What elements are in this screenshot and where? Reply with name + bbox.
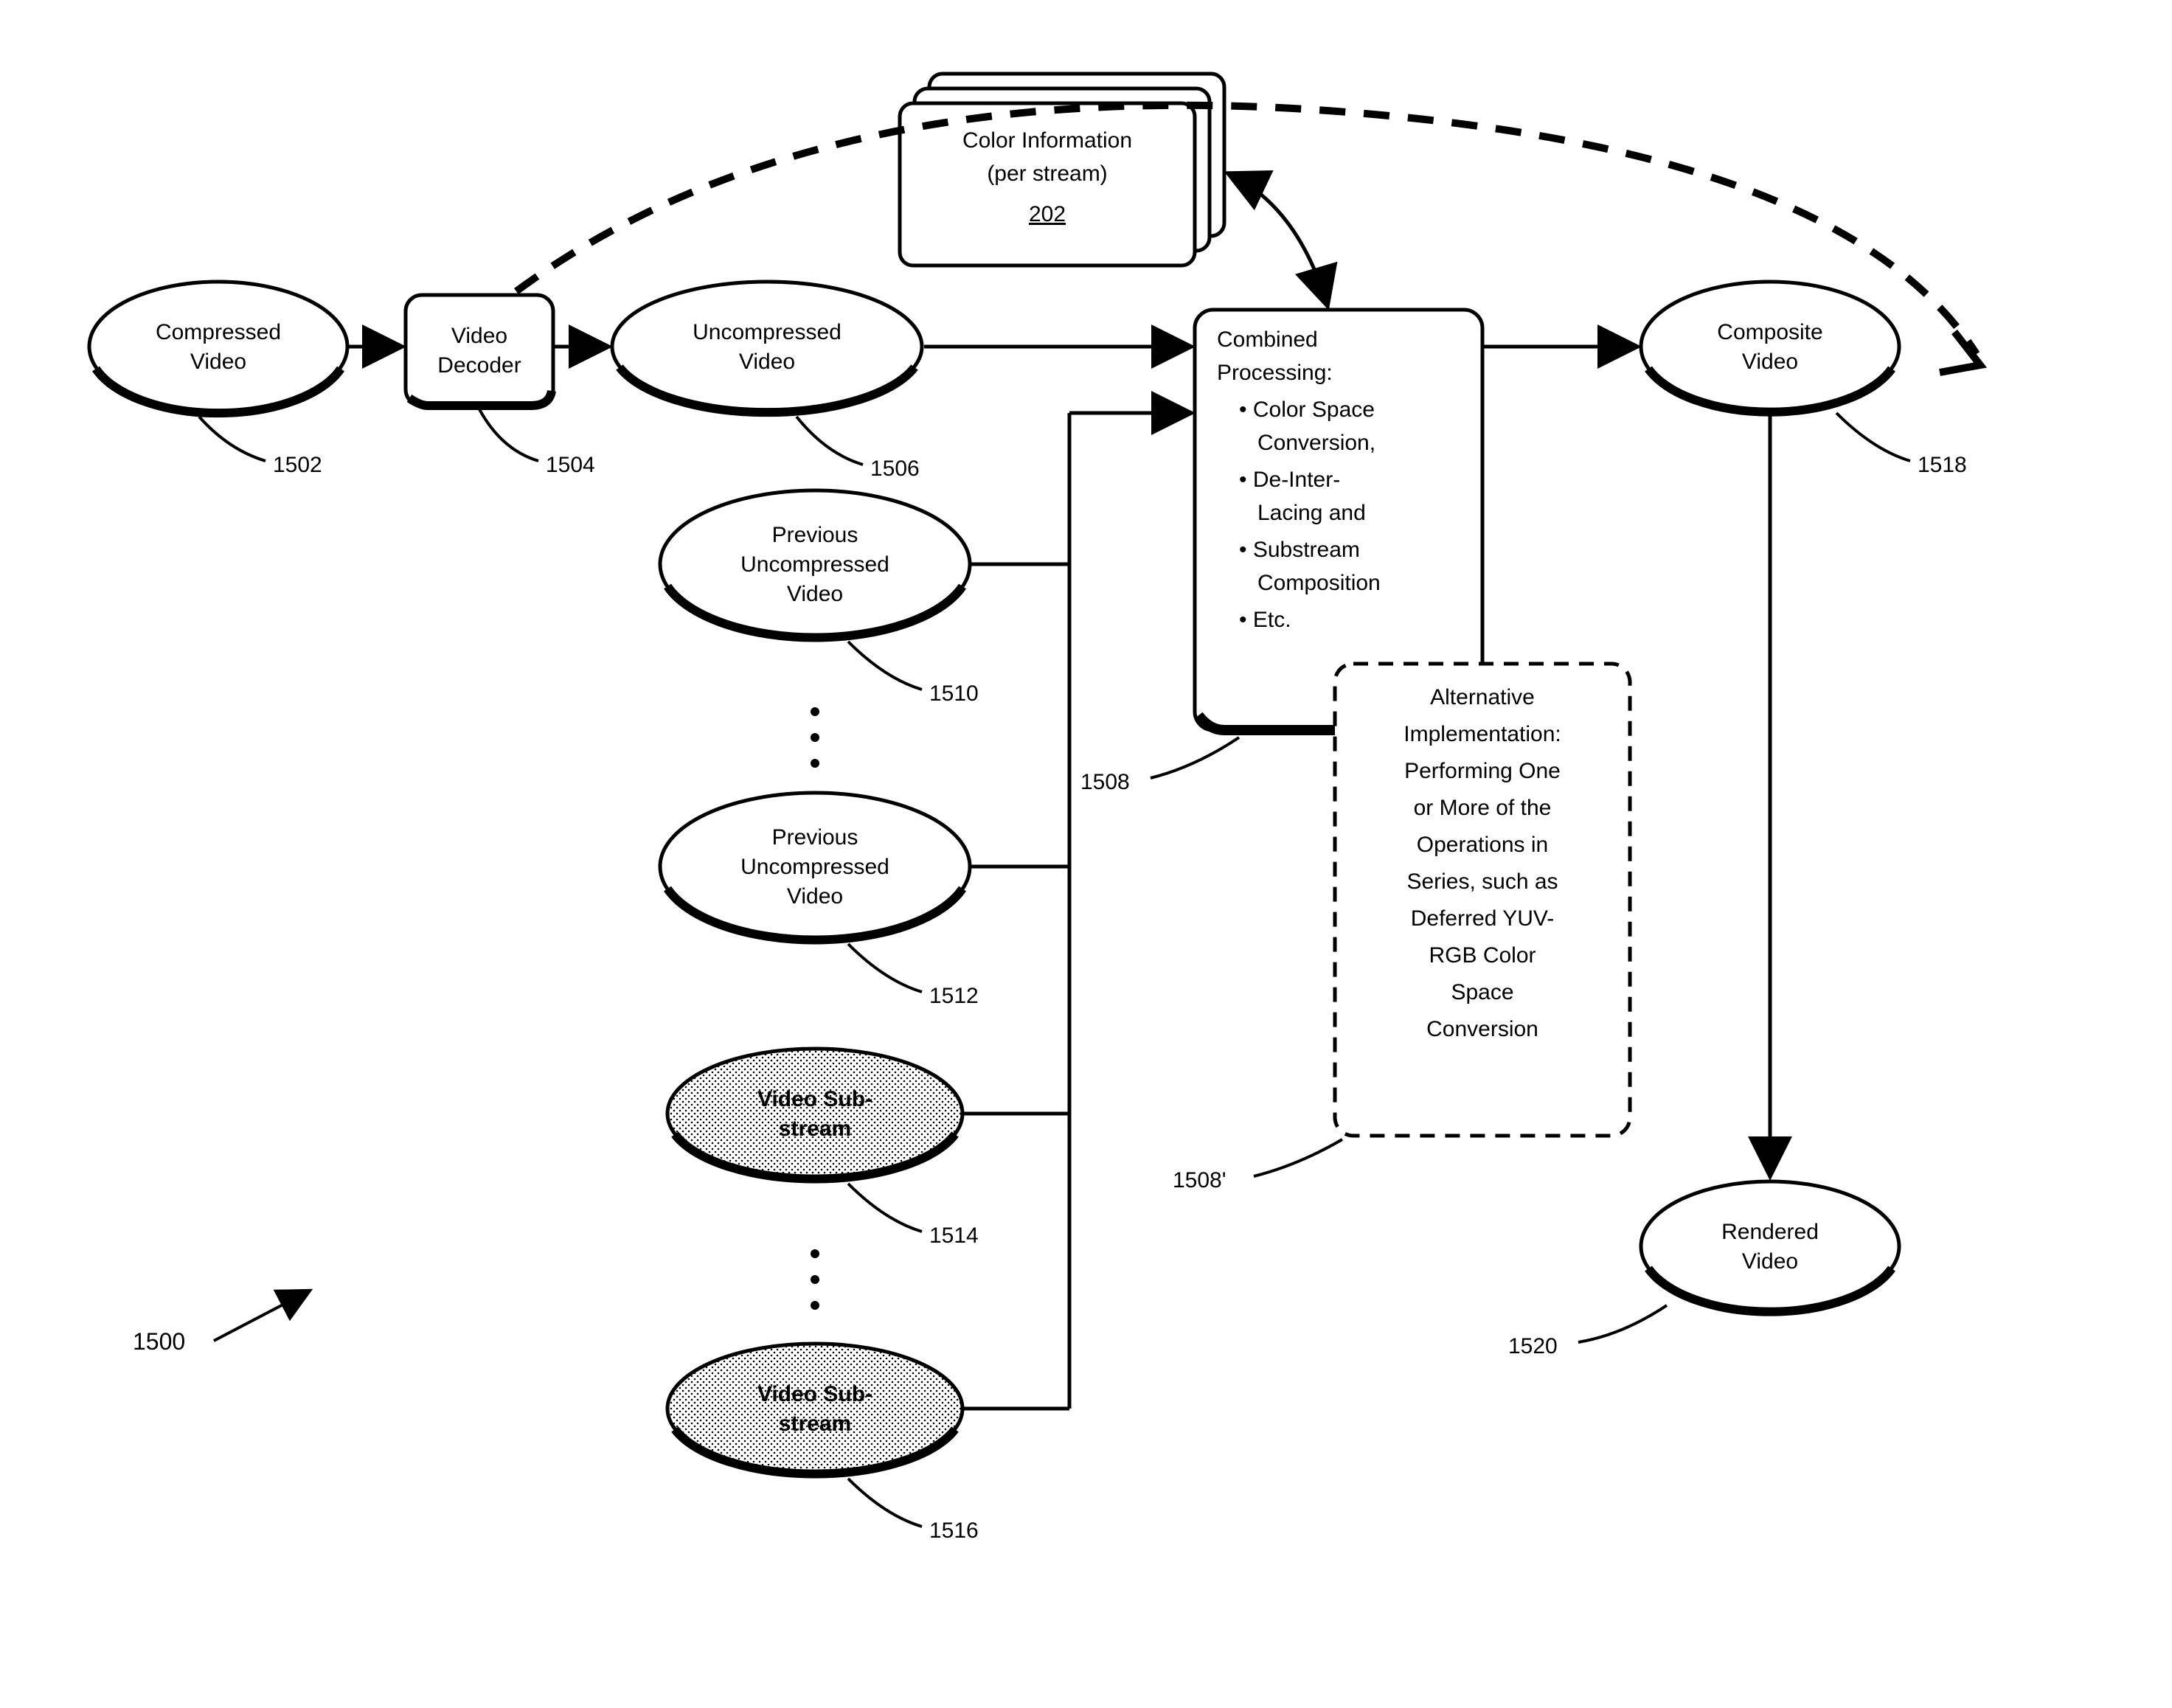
leader-1516: [848, 1479, 922, 1527]
svg-text:Uncompressed: Uncompressed: [740, 855, 889, 879]
ref-1510: 1510: [929, 681, 979, 706]
dashed-arc-arrowhead: [1940, 332, 1980, 372]
ref-1520: 1520: [1508, 1334, 1558, 1358]
svg-text:Compressed: Compressed: [156, 320, 281, 344]
ref-1518: 1518: [1918, 453, 1967, 477]
leader-1512: [848, 944, 922, 992]
svg-text:Previous: Previous: [772, 825, 858, 850]
svg-text:Decoder: Decoder: [437, 353, 521, 378]
svg-text:Video Sub-: Video Sub-: [757, 1087, 872, 1111]
svg-text:Video: Video: [787, 582, 843, 606]
svg-text:Video: Video: [1742, 1249, 1798, 1274]
svg-text:Series, such as: Series, such as: [1406, 869, 1558, 894]
svg-text:• De-Inter-: • De-Inter-: [1239, 468, 1340, 492]
svg-text:Operations in: Operations in: [1417, 833, 1548, 857]
svg-text:Video: Video: [1742, 350, 1798, 374]
ref-1508: 1508: [1080, 770, 1130, 794]
leader-1518: [1836, 413, 1910, 461]
svg-text:Space: Space: [1451, 980, 1513, 1004]
color-info-line1: Color Information: [962, 128, 1132, 153]
svg-text:Processing:: Processing:: [1217, 361, 1333, 385]
svg-text:Implementation:: Implementation:: [1404, 722, 1561, 746]
svg-text:stream: stream: [779, 1412, 851, 1436]
svg-text:Video: Video: [739, 350, 795, 374]
edge-colorinfo-combined: [1228, 173, 1328, 306]
video-decoder-node: Video Decoder: [406, 295, 553, 406]
svg-text:Performing One: Performing One: [1404, 759, 1561, 783]
leader-1504: [479, 409, 538, 461]
leader-1514: [848, 1184, 922, 1232]
svg-text:Video: Video: [190, 350, 246, 374]
svg-text:Video: Video: [787, 884, 843, 909]
svg-text:Conversion: Conversion: [1426, 1017, 1538, 1041]
rendered-video-node: Rendered Video: [1641, 1181, 1899, 1312]
color-info-stack: Color Information (per stream) 202: [900, 74, 1224, 265]
svg-text:Conversion,: Conversion,: [1257, 431, 1375, 455]
ref-1516: 1516: [929, 1518, 979, 1543]
svg-text:stream: stream: [779, 1117, 851, 1141]
leader-1510: [848, 642, 922, 690]
svg-text:Composition: Composition: [1257, 571, 1381, 595]
ref-1502: 1502: [273, 453, 322, 477]
svg-text:Deferred YUV-: Deferred YUV-: [1411, 906, 1555, 931]
dots-2: [811, 1249, 819, 1310]
leader-1508p: [1254, 1139, 1342, 1176]
alternative-impl-node: Alternative Implementation: Performing O…: [1335, 664, 1630, 1136]
svg-text:Alternative: Alternative: [1430, 685, 1535, 709]
svg-text:• Etc.: • Etc.: [1239, 608, 1291, 632]
ref-1514: 1514: [929, 1223, 979, 1248]
leader-1502: [199, 417, 266, 461]
prev-uncompressed-2-node: Previous Uncompressed Video: [660, 793, 970, 940]
leader-1508: [1151, 737, 1239, 778]
svg-text:Composite: Composite: [1717, 320, 1822, 344]
color-info-ref: 202: [1029, 202, 1066, 226]
dots-1: [811, 707, 819, 768]
svg-text:• Color Space: • Color Space: [1239, 398, 1375, 422]
svg-text:or More of the: or More of the: [1414, 796, 1552, 820]
leader-1520: [1578, 1305, 1667, 1342]
composite-video-node: Composite Video: [1641, 282, 1899, 412]
svg-text:Previous: Previous: [772, 523, 858, 547]
svg-text:Lacing and: Lacing and: [1257, 501, 1366, 525]
color-info-line2: (per stream): [987, 162, 1107, 186]
svg-text:Uncompressed: Uncompressed: [693, 320, 842, 344]
figure-id: 1500: [133, 1291, 310, 1355]
flowchart-diagram: Color Information (per stream) 202 Compr…: [0, 0, 2172, 1708]
svg-text:Rendered: Rendered: [1721, 1220, 1819, 1244]
prev-uncompressed-1-node: Previous Uncompressed Video: [660, 490, 970, 638]
ref-1506: 1506: [870, 456, 920, 481]
svg-text:Combined: Combined: [1217, 327, 1318, 352]
uncompressed-video-node: Uncompressed Video: [612, 282, 922, 412]
video-substream-1-node: Video Sub- stream: [667, 1049, 962, 1179]
leader-1506: [797, 417, 863, 465]
svg-text:Uncompressed: Uncompressed: [740, 552, 889, 577]
video-substream-2-node: Video Sub- stream: [667, 1344, 962, 1474]
svg-text:RGB Color: RGB Color: [1429, 943, 1536, 968]
ref-1504: 1504: [546, 453, 595, 477]
ref-1508p: 1508': [1173, 1168, 1226, 1193]
compressed-video-node: Compressed Video: [89, 282, 347, 413]
ref-1512: 1512: [929, 984, 979, 1008]
svg-text:• Substream: • Substream: [1239, 538, 1360, 562]
svg-text:1500: 1500: [133, 1328, 185, 1355]
svg-text:Video: Video: [451, 324, 507, 348]
svg-text:Video Sub-: Video Sub-: [757, 1382, 872, 1406]
